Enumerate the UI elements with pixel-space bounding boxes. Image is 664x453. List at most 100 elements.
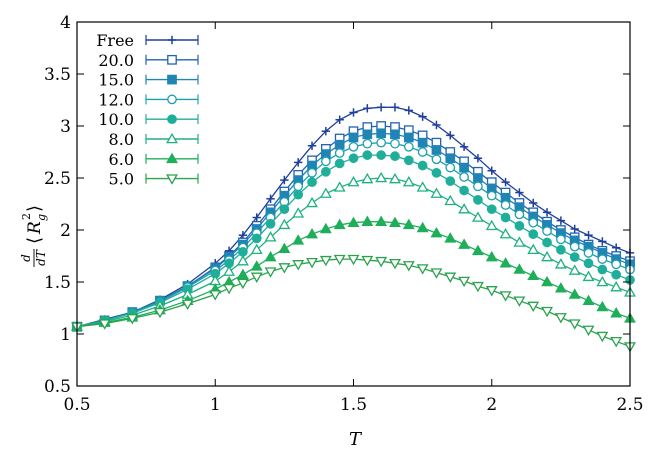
data-point-6-0 [471, 244, 484, 256]
data-point-12-0 [528, 217, 539, 228]
data-point-free [556, 216, 566, 225]
data-point-8-0 [471, 211, 484, 222]
data-point-10-0 [500, 212, 511, 223]
legend-marker [167, 35, 177, 45]
data-point-10-0 [376, 150, 386, 160]
data-point-10-0 [486, 204, 497, 215]
data-point-12-0 [556, 234, 566, 245]
x-tick-label: 2.5 [616, 395, 643, 415]
data-point-8-0 [223, 265, 236, 276]
data-point-6-0 [416, 221, 429, 233]
data-point-10-0 [431, 167, 442, 178]
data-point-15-0 [459, 162, 469, 173]
data-point-12-0 [486, 190, 497, 201]
data-point-12-0 [362, 138, 373, 149]
data-point-5-0 [471, 281, 484, 293]
data-point-10-0 [542, 237, 552, 248]
legend-marker [167, 94, 177, 105]
data-point-free [404, 106, 413, 115]
y-axis-title-rangle: ⟩ [24, 205, 45, 212]
data-point-5-0 [333, 254, 346, 266]
data-point-5-0 [402, 261, 415, 272]
x-tick-label: 1.5 [340, 395, 367, 415]
data-point-10-0 [362, 150, 373, 160]
data-point-12-0 [376, 137, 386, 148]
data-point-10-0 [459, 185, 469, 196]
data-point-10-0 [348, 153, 359, 164]
data-point-6-0 [264, 250, 277, 262]
data-point-12-0 [417, 147, 428, 157]
axis-ticks [76, 21, 631, 387]
y-tick-label: 3 [60, 117, 71, 137]
data-point-5-0 [527, 301, 540, 313]
data-point-8-0 [389, 172, 401, 184]
data-point-10-0 [307, 177, 317, 188]
data-point-6-0 [527, 269, 540, 281]
series-markers-8-0 [71, 171, 636, 331]
data-point-6-0 [250, 260, 263, 271]
data-point-8-0 [333, 181, 346, 192]
tick-labels: 0.5 1 1.5 2 2.5 0.5 1 1.5 2 2.5 3 3.5 4 [44, 13, 644, 415]
y-axis-title-numerator: d [19, 254, 33, 262]
data-point-5-0 [319, 255, 332, 267]
data-point-10-0 [334, 158, 345, 169]
data-point-5-0 [209, 290, 222, 301]
data-point-10-0 [445, 176, 456, 186]
data-point-5-0 [292, 260, 305, 271]
data-point-12-0 [514, 209, 525, 220]
legend-item-6-0: 6.0 [109, 150, 199, 169]
legend-item-8-0: 8.0 [109, 130, 199, 149]
data-point-5-0 [582, 325, 595, 336]
data-point-free [266, 194, 275, 203]
data-point-6-0 [430, 226, 443, 238]
data-point-8-0 [347, 176, 360, 187]
data-point-5-0 [181, 299, 194, 310]
data-point-15-0 [376, 128, 387, 139]
data-point-12-0 [334, 148, 345, 158]
data-point-free [501, 177, 510, 187]
data-point-10-0 [403, 155, 414, 166]
legend-item-free: Free [96, 31, 199, 50]
data-point-free [280, 175, 289, 185]
legend-label: 20.0 [98, 51, 134, 70]
data-point-8-0 [582, 270, 595, 282]
data-point-8-0 [375, 171, 388, 183]
y-axis-title-r: R [25, 221, 45, 235]
y-tick-label: 1.5 [44, 273, 71, 293]
data-point-10-0 [279, 204, 290, 215]
data-point-10-0 [569, 252, 580, 262]
data-point-6-0 [236, 268, 249, 279]
data-point-6-0 [361, 215, 374, 226]
data-point-15-0 [445, 153, 456, 164]
legend-marker [166, 132, 178, 144]
y-tick-label: 2.5 [44, 169, 71, 189]
y-axis-title-langle: ⟨ [24, 237, 45, 244]
data-point-free [473, 154, 483, 163]
data-point-8-0 [485, 219, 498, 231]
y-tick-label: 1 [60, 325, 71, 345]
data-point-5-0 [389, 259, 401, 270]
data-point-12-0 [293, 181, 304, 192]
data-point-5-0 [485, 286, 498, 297]
data-point-5-0 [416, 264, 429, 275]
data-point-free [321, 127, 331, 136]
data-point-free [307, 141, 317, 150]
y-axis-title-denominator: dT [34, 249, 48, 266]
legend-marker [166, 152, 178, 164]
data-point-5-0 [278, 263, 291, 274]
data-point-15-0 [390, 129, 400, 140]
legend-item-5-0: 5.0 [109, 170, 199, 189]
data-point-6-0 [541, 275, 554, 287]
y-tick-label: 4 [60, 13, 71, 33]
data-point-10-0 [473, 194, 483, 205]
data-point-12-0 [473, 181, 483, 192]
data-point-free [363, 104, 372, 113]
data-point-8-0 [236, 255, 249, 266]
legend-item-15-0: 15.0 [98, 71, 199, 90]
legend-marker [167, 74, 177, 85]
data-point-free [418, 112, 427, 121]
data-point-6-0 [513, 263, 526, 274]
data-point-8-0 [292, 207, 305, 218]
y-axis-title-sub: g [35, 214, 48, 221]
